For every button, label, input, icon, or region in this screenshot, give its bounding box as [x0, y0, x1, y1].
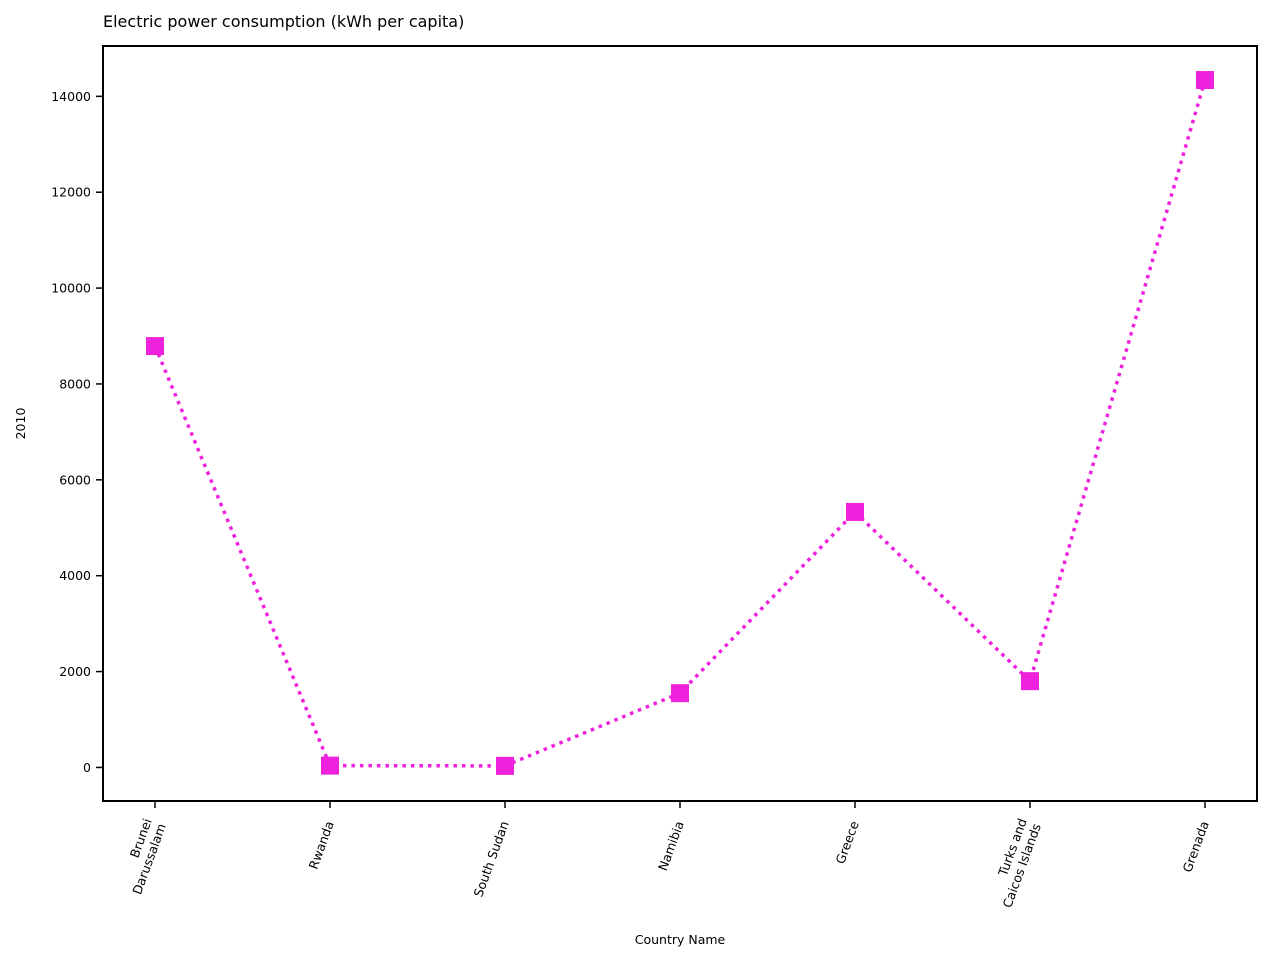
y-tick-label: 14000 — [51, 89, 91, 104]
data-point-marker — [146, 337, 164, 356]
x-axis-label: Country Name — [635, 932, 726, 947]
data-point-marker — [321, 756, 339, 775]
data-point-marker — [1021, 672, 1039, 691]
data-point-marker — [496, 756, 514, 775]
y-tick-label: 12000 — [51, 185, 91, 200]
y-axis-ticks: 0 2000 4000 6000 8000 10000 12000 14000 — [51, 89, 103, 775]
data-point-marker — [846, 502, 864, 521]
x-tick-label: Turks andCaicos Islands — [985, 816, 1043, 909]
x-tick-label: South Sudan — [470, 819, 511, 899]
x-tick-label: Rwanda — [306, 819, 337, 871]
y-tick-label: 10000 — [51, 281, 91, 296]
plot-frame — [102, 45, 1258, 802]
y-tick-label: 2000 — [59, 664, 91, 679]
x-axis-ticks: BruneiDarussalam Rwanda South Sudan Namibia… — [115, 801, 1212, 910]
y-tick-label: 0 — [83, 760, 91, 775]
x-tick-label: BruneiDarussalam — [115, 816, 169, 896]
data-point-marker — [1196, 71, 1214, 90]
y-axis-label: 2010 — [13, 408, 28, 440]
x-tick-label: Greece — [833, 819, 862, 866]
y-tick-label: 6000 — [59, 472, 91, 487]
series-line — [153, 79, 1207, 768]
series-layer — [146, 71, 1214, 775]
y-tick-label: 4000 — [59, 568, 91, 583]
data-point-marker — [671, 684, 689, 703]
x-tick-label: Grenada — [1179, 819, 1211, 874]
x-tick-label: Namibia — [655, 819, 687, 873]
y-tick-label: 8000 — [59, 376, 91, 391]
chart-title: Electric power consumption (kWh per capi… — [103, 12, 465, 31]
